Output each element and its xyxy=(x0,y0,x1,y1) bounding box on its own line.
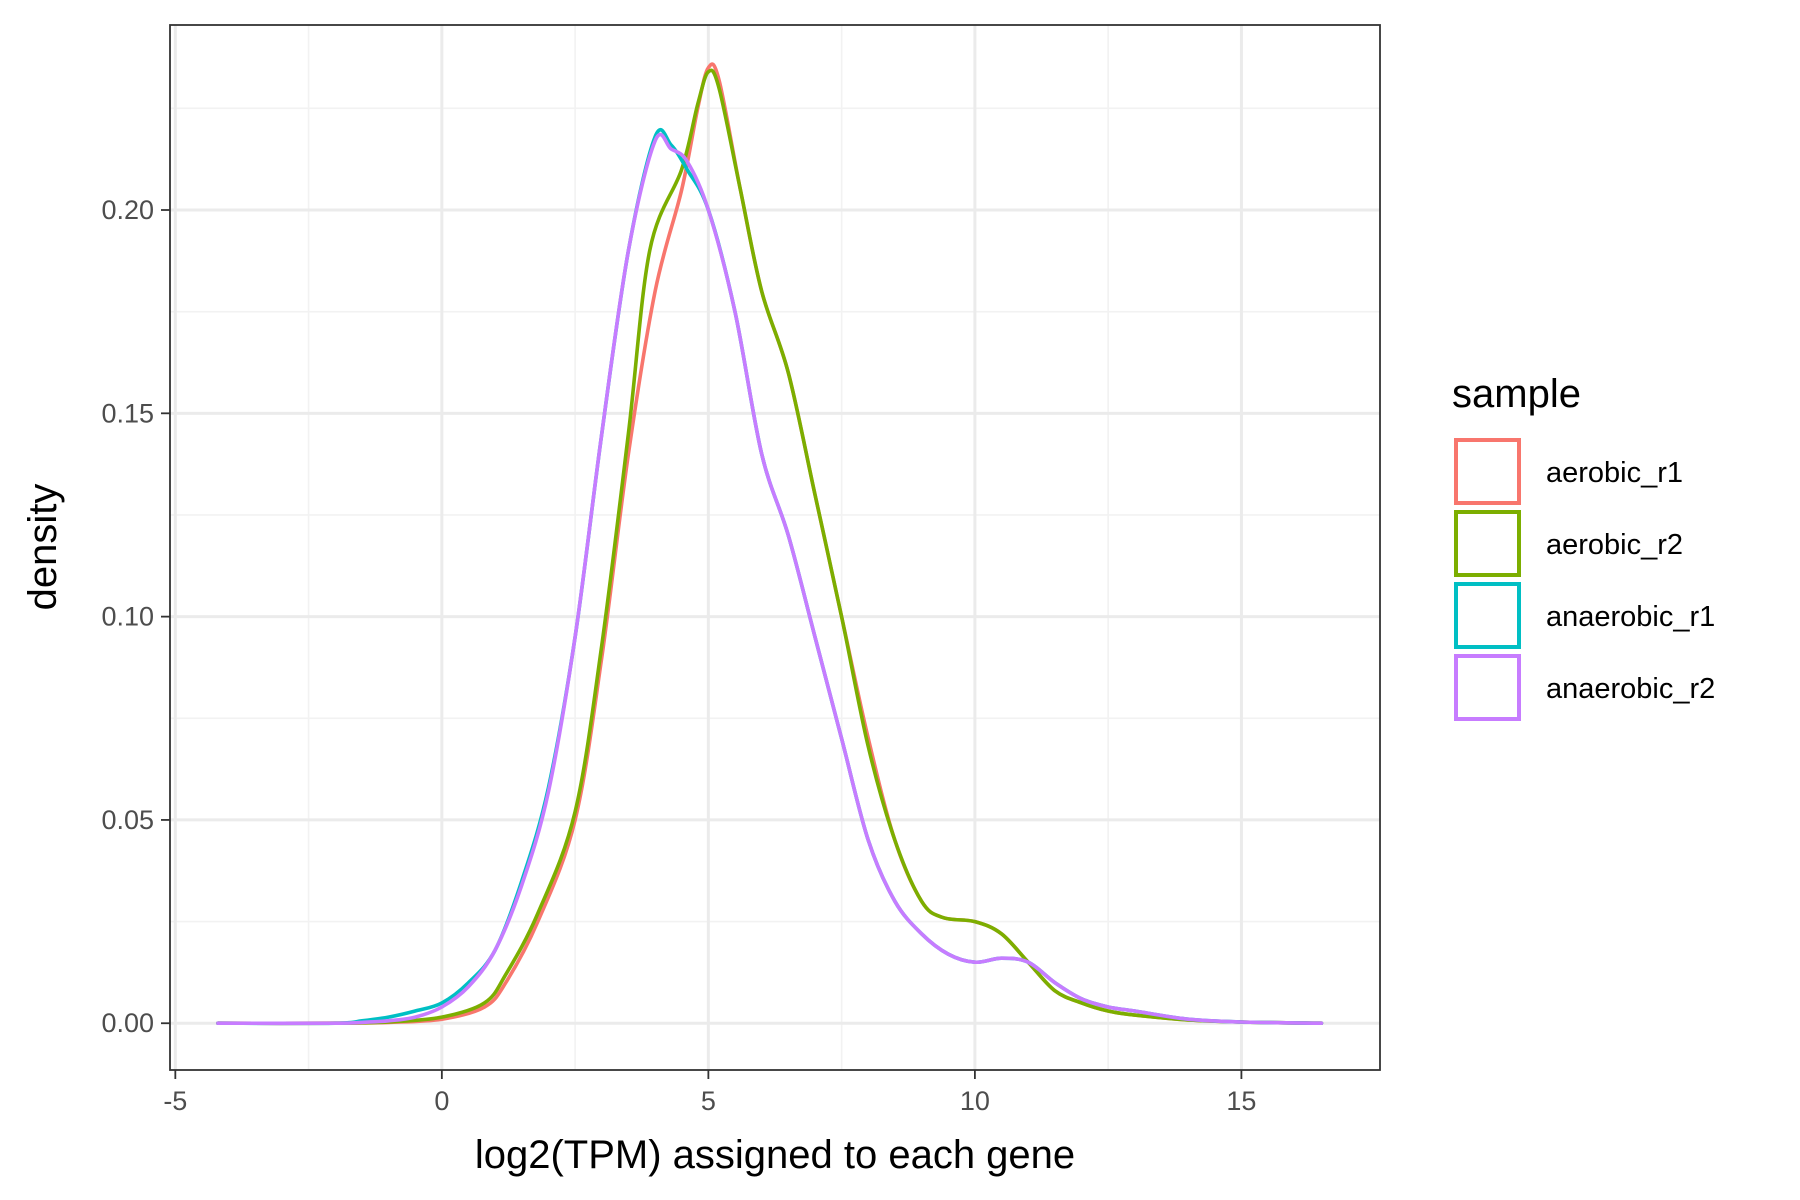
series-line-anaerobic-r2 xyxy=(216,132,1324,1026)
legend-items: aerobic_r1 aerobic_r2 anaerobic_r1 anaerobi… xyxy=(1454,438,1715,721)
legend-key-aerobic-r1 xyxy=(1454,438,1521,505)
x-tick-label: -5 xyxy=(163,1086,187,1116)
plot-background xyxy=(170,25,1380,1070)
y-tick-label: 0.20 xyxy=(101,195,154,225)
legend-label-anaerobic-r1: anaerobic_r1 xyxy=(1546,601,1715,633)
y-tick-label: 0.05 xyxy=(101,805,154,835)
legend: sample aerobic_r1aerobic_r2anaerobic_r1a… xyxy=(1452,372,1715,721)
series-line-aerobic-r2 xyxy=(216,68,1324,1026)
y-tick-label: 0.10 xyxy=(101,602,154,632)
grid-major xyxy=(170,25,1380,1070)
legend-label-aerobic-r2: aerobic_r2 xyxy=(1546,529,1683,561)
legend-key-anaerobic-r2 xyxy=(1454,654,1521,721)
series-layer xyxy=(216,62,1324,1026)
y-tick-label: 0.15 xyxy=(101,398,154,428)
legend-key-anaerobic-r1 xyxy=(1454,582,1521,649)
y-axis-title: density xyxy=(21,484,65,611)
plot-panel-border xyxy=(169,24,1381,1071)
x-tick-label: 15 xyxy=(1226,1086,1256,1116)
grid-minor xyxy=(170,25,1380,1070)
x-tick-label: 10 xyxy=(960,1086,990,1116)
x-axis: -5 0 5 10 15 xyxy=(163,1070,1256,1116)
legend-label-anaerobic-r2: anaerobic_r2 xyxy=(1546,673,1715,705)
legend-title: sample xyxy=(1452,372,1581,416)
legend-label-aerobic-r1: aerobic_r1 xyxy=(1546,457,1683,489)
x-axis-title: log2(TPM) assigned to each gene xyxy=(475,1133,1075,1177)
y-axis: 0.00 0.05 0.10 0.15 0.20 xyxy=(101,195,170,1038)
legend-key-aerobic-r2 xyxy=(1454,510,1521,577)
x-tick-label: 5 xyxy=(701,1086,716,1116)
y-tick-label: 0.00 xyxy=(101,1008,154,1038)
x-tick-label: 0 xyxy=(434,1086,449,1116)
